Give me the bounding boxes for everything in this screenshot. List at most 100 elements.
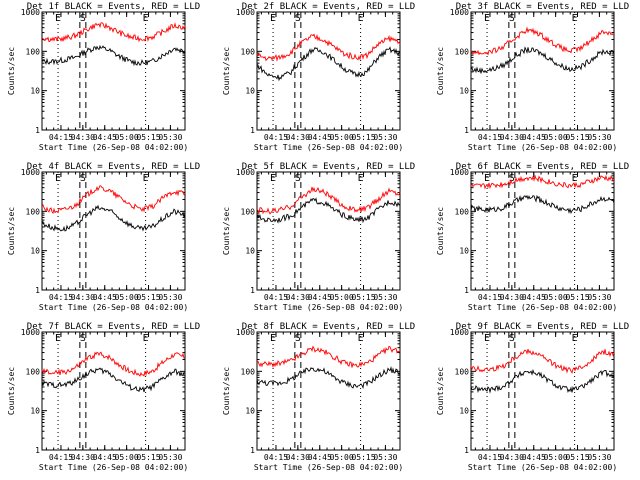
lld-series-line (470, 26, 615, 56)
y-axis-label: Counts/sec (436, 367, 445, 415)
marker-label: E (358, 173, 364, 184)
marker-label: E (358, 333, 364, 344)
y-tick-label: 1000 (21, 8, 40, 17)
panel-title: Det 1f BLACK = Events, RED = LLD (27, 2, 200, 12)
marker-label: E (572, 13, 578, 24)
y-tick-label: 1 (250, 446, 255, 455)
detector-panel: Det 9f BLACK = Events, RED = LLD 1 10 100 10… (436, 322, 629, 472)
x-axis-label: Start Time (26-Sep-08 04:02:00) (254, 303, 403, 312)
marker-label: S (509, 13, 515, 24)
y-tick-label: 1 (464, 446, 469, 455)
marker-label: E (484, 13, 490, 24)
events-series-line (256, 197, 401, 224)
y-tick-label: 1 (250, 286, 255, 295)
plot-frame (256, 171, 401, 291)
marker-label: S (295, 333, 301, 344)
y-tick-label: 10 (459, 87, 469, 96)
plot-frame (470, 171, 615, 291)
x-tick-label: 04:30 (286, 133, 310, 142)
x-tick-label: 04:45 (93, 453, 117, 462)
y-axis-label: Counts/sec (7, 47, 16, 95)
y-tick-label: 100 (241, 207, 256, 216)
lld-series-line (42, 22, 186, 43)
events-series-line (41, 367, 186, 393)
plot-frame (41, 171, 186, 291)
marker-label: E (358, 13, 364, 24)
plot-frame (470, 11, 615, 131)
marker-label: E (55, 173, 61, 184)
events-series-line (470, 368, 615, 394)
x-tick-label: 04:15 (49, 453, 73, 462)
detector-panel: Det 4f BLACK = Events, RED = LLD 1 10 100 10… (7, 162, 200, 312)
events-series-line (256, 46, 401, 82)
x-tick-label: 05:15 (351, 293, 375, 302)
y-tick-label: 10 (30, 247, 40, 256)
lld-series-line (470, 348, 615, 374)
y-tick-label: 100 (241, 367, 256, 376)
x-tick-label: 04:15 (478, 453, 502, 462)
panel-title: Det 9f BLACK = Events, RED = LLD (456, 322, 629, 332)
x-tick-label: 05:30 (373, 133, 397, 142)
y-tick-label: 100 (455, 207, 470, 216)
y-tick-label: 100 (26, 207, 41, 216)
x-tick-label: 04:45 (308, 453, 332, 462)
events-series-line (41, 44, 186, 67)
marker-label: S (80, 173, 86, 184)
x-tick-label: 05:15 (136, 453, 160, 462)
events-series-line (470, 46, 615, 74)
x-axis-label: Start Time (26-Sep-08 04:02:00) (254, 463, 403, 472)
y-tick-label: 10 (30, 407, 40, 416)
plot-frame (256, 331, 401, 451)
y-tick-label: 1 (35, 286, 40, 295)
detector-panel: Det 6f BLACK = Events, RED = LLD 1 10 100 10… (436, 162, 629, 312)
x-tick-label: 05:15 (565, 453, 589, 462)
x-tick-label: 05:15 (565, 293, 589, 302)
x-axis-label: Start Time (26-Sep-08 04:02:00) (39, 143, 188, 152)
x-axis-label: Start Time (26-Sep-08 04:02:00) (39, 303, 188, 312)
marker-label: S (295, 173, 301, 184)
x-tick-label: 05:15 (136, 133, 160, 142)
x-tick-label: 04:15 (49, 293, 73, 302)
y-tick-label: 10 (459, 407, 469, 416)
y-tick-label: 10 (30, 87, 40, 96)
marker-label: E (55, 333, 61, 344)
panel-title: Det 2f BLACK = Events, RED = LLD (242, 2, 415, 12)
y-tick-label: 1 (35, 446, 40, 455)
panel-title: Det 5f BLACK = Events, RED = LLD (242, 162, 415, 172)
marker-label: E (143, 333, 149, 344)
marker-label: E (270, 333, 276, 344)
x-tick-label: 04:45 (308, 293, 332, 302)
x-tick-label: 04:30 (500, 293, 524, 302)
y-axis-label: Counts/sec (436, 47, 445, 95)
y-tick-label: 1 (250, 126, 255, 135)
x-tick-label: 05:30 (158, 293, 182, 302)
panel-title: Det 8f BLACK = Events, RED = LLD (242, 322, 415, 332)
events-series-line (470, 194, 615, 215)
panel-title: Det 4f BLACK = Events, RED = LLD (27, 162, 200, 172)
x-tick-label: 04:15 (478, 133, 502, 142)
panel-title: Det 6f BLACK = Events, RED = LLD (456, 162, 629, 172)
events-series-line (256, 365, 401, 389)
marker-label: S (80, 13, 86, 24)
detector-panel: Det 5f BLACK = Events, RED = LLD 1 10 100 10… (222, 162, 415, 312)
y-tick-label: 100 (241, 47, 256, 56)
lld-series-line (41, 185, 186, 215)
lld-series-line (256, 345, 401, 369)
plot-frame (470, 331, 615, 451)
detector-panel: Det 3f BLACK = Events, RED = LLD 1 10 100 10… (436, 2, 629, 152)
plot-frame (41, 11, 186, 131)
y-tick-label: 10 (245, 247, 255, 256)
marker-label: E (572, 173, 578, 184)
plot-frame (256, 11, 401, 131)
lld-series-line (256, 33, 401, 62)
x-tick-label: 04:45 (522, 133, 546, 142)
x-tick-label: 05:30 (373, 293, 397, 302)
x-tick-label: 04:15 (264, 293, 288, 302)
x-tick-label: 04:30 (71, 133, 95, 142)
y-tick-label: 1000 (450, 168, 469, 177)
marker-label: E (484, 333, 490, 344)
marker-label: S (509, 333, 515, 344)
x-tick-label: 05:00 (330, 453, 354, 462)
y-axis-label: Counts/sec (222, 367, 231, 415)
